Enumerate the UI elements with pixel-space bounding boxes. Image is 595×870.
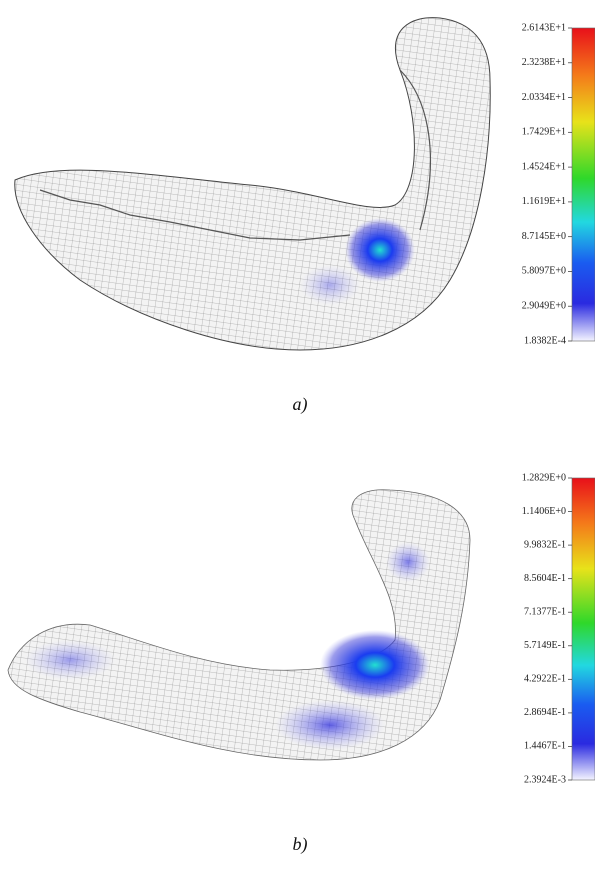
colorbar-label: 9.9832E-1 [524,539,566,550]
colorbar-label: 1.1406E+0 [522,506,566,517]
colorbar-label: 5.7149E-1 [524,640,566,651]
colorbar-label: 1.2829E+0 [522,472,566,483]
colorbar-label: 2.3924E-3 [524,774,566,785]
colorbar-label: 2.0334E+1 [522,92,566,103]
colorbar-label: 8.7145E+0 [522,231,566,242]
colorbar-label: 8.5604E-1 [524,573,566,584]
colorbar-label: 2.6143E+1 [522,22,566,33]
caption: b) [293,834,308,855]
colorbar-label: 2.9049E+0 [522,301,566,312]
colorbar-label: 4.2922E-1 [524,674,566,685]
mesh-model-a [14,17,491,351]
colorbar-label: 1.1619E+1 [522,196,566,207]
colorbar-label: 1.8382E-4 [524,335,566,346]
colorbar-label: 2.3238E+1 [522,57,566,68]
colorbar [571,477,595,781]
colorbar [571,27,595,342]
colorbar-label: 5.8097E+0 [522,266,566,277]
colorbar-label: 2.8694E-1 [524,707,566,718]
caption: a) [293,394,308,415]
colorbar-label: 7.1377E-1 [524,607,566,618]
colorbar-label: 1.4524E+1 [522,161,566,172]
mesh-model-b [7,489,471,761]
colorbar-label: 1.7429E+1 [522,127,566,138]
colorbar-label: 1.4467E-1 [524,741,566,752]
